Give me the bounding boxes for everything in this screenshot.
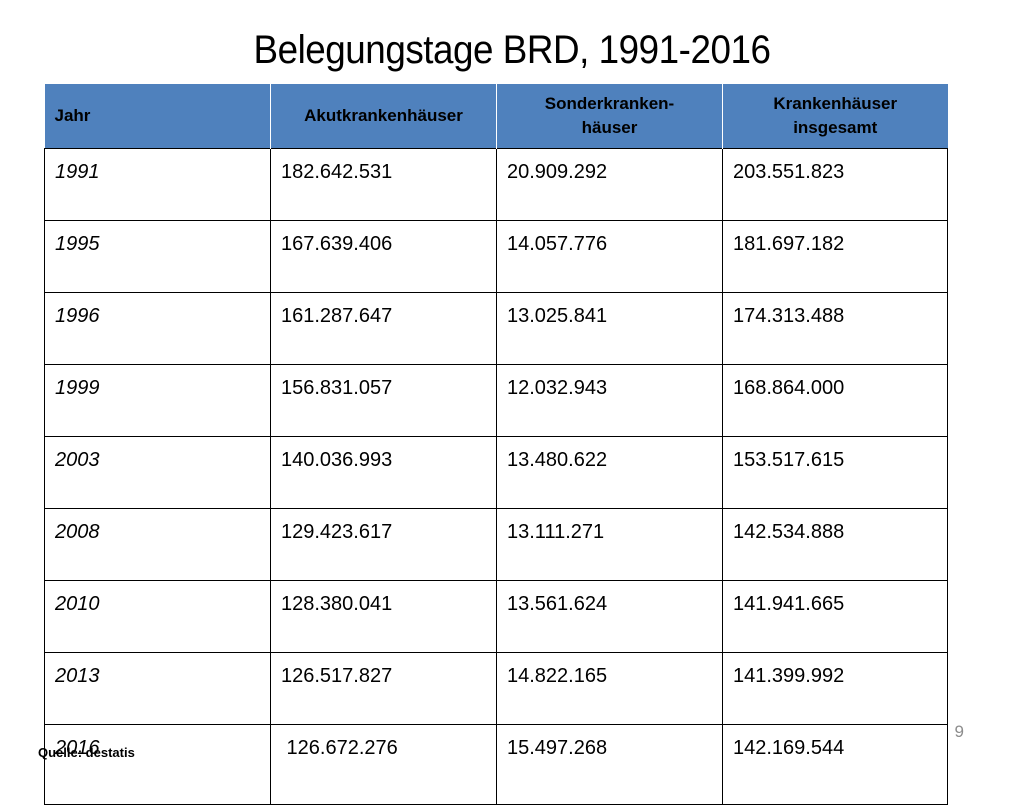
cell-total: 203.551.823: [722, 148, 948, 221]
cell-year: 2016: [44, 724, 271, 805]
cell-special: 13.025.841: [496, 292, 723, 365]
cell-acute: 161.287.647: [270, 292, 497, 365]
table-row: 2008 129.423.617 13.111.271 142.534.888: [44, 508, 948, 581]
header-year: Jahr: [44, 84, 271, 149]
table-row: 1995 167.639.406 14.057.776 181.697.182: [44, 220, 948, 293]
cell-year: 1995: [44, 220, 271, 293]
cell-total: 141.941.665: [722, 580, 948, 653]
cell-year: 1999: [44, 364, 271, 437]
cell-acute: 128.380.041: [270, 580, 497, 653]
cell-total: 142.534.888: [722, 508, 948, 581]
page-number: 9: [954, 722, 964, 741]
table-row: 2016 126.672.276 15.497.268 142.169.544: [44, 724, 948, 805]
cell-special: 13.111.271: [496, 508, 723, 581]
slide-title: Belegungstage BRD, 1991-2016: [253, 28, 771, 72]
header-special-hospitals: Sonderkranken-häuser: [496, 84, 723, 149]
cell-total: 153.517.615: [722, 436, 948, 509]
cell-total: 141.399.992: [722, 652, 948, 725]
table-row: 1999 156.831.057 12.032.943 168.864.000: [44, 364, 948, 437]
cell-year: 2010: [44, 580, 271, 653]
cell-acute: 126.517.827: [270, 652, 497, 725]
table-row: 2013 126.517.827 14.822.165 141.399.992: [44, 652, 948, 725]
cell-acute: 182.642.531: [270, 148, 497, 221]
table-row: 2003 140.036.993 13.480.622 153.517.615: [44, 436, 948, 509]
cell-special: 12.032.943: [496, 364, 723, 437]
table-body: 1991 182.642.531 20.909.292 203.551.823 …: [44, 148, 948, 805]
table-row: 2010 128.380.041 13.561.624 141.941.665: [44, 580, 948, 653]
cell-acute: 167.639.406: [270, 220, 497, 293]
cell-acute: 129.423.617: [270, 508, 497, 581]
cell-year: 2003: [44, 436, 271, 509]
table-row: 1996 161.287.647 13.025.841 174.313.488: [44, 292, 948, 365]
cell-special: 13.480.622: [496, 436, 723, 509]
table-row: 1991 182.642.531 20.909.292 203.551.823: [44, 148, 948, 221]
header-row: Jahr Akutkrankenhäuser Sonderkranken-häu…: [44, 84, 948, 149]
cell-acute: 156.831.057: [270, 364, 497, 437]
cell-special: 14.057.776: [496, 220, 723, 293]
cell-year: 1991: [44, 148, 271, 221]
cell-special: 14.822.165: [496, 652, 723, 725]
cell-year: 2008: [44, 508, 271, 581]
cell-year: 1996: [44, 292, 271, 365]
cell-total: 181.697.182: [722, 220, 948, 293]
cell-total: 174.313.488: [722, 292, 948, 365]
cell-total: 168.864.000: [722, 364, 948, 437]
cell-special: 20.909.292: [496, 148, 723, 221]
cell-special: 15.497.268: [496, 724, 723, 805]
cell-special: 13.561.624: [496, 580, 723, 653]
cell-acute: 140.036.993: [270, 436, 497, 509]
cell-total: 142.169.544: [722, 724, 948, 805]
header-hospitals-total: Krankenhäuser insgesamt: [722, 84, 948, 149]
cell-acute: 126.672.276: [270, 724, 497, 805]
source-note: Quelle: destatis: [38, 745, 135, 760]
header-acute-hospitals: Akutkrankenhäuser: [270, 84, 497, 149]
cell-year: 2013: [44, 652, 271, 725]
table-header: Jahr Akutkrankenhäuser Sonderkranken-häu…: [44, 84, 948, 149]
data-table: Jahr Akutkrankenhäuser Sonderkranken-häu…: [44, 84, 948, 805]
